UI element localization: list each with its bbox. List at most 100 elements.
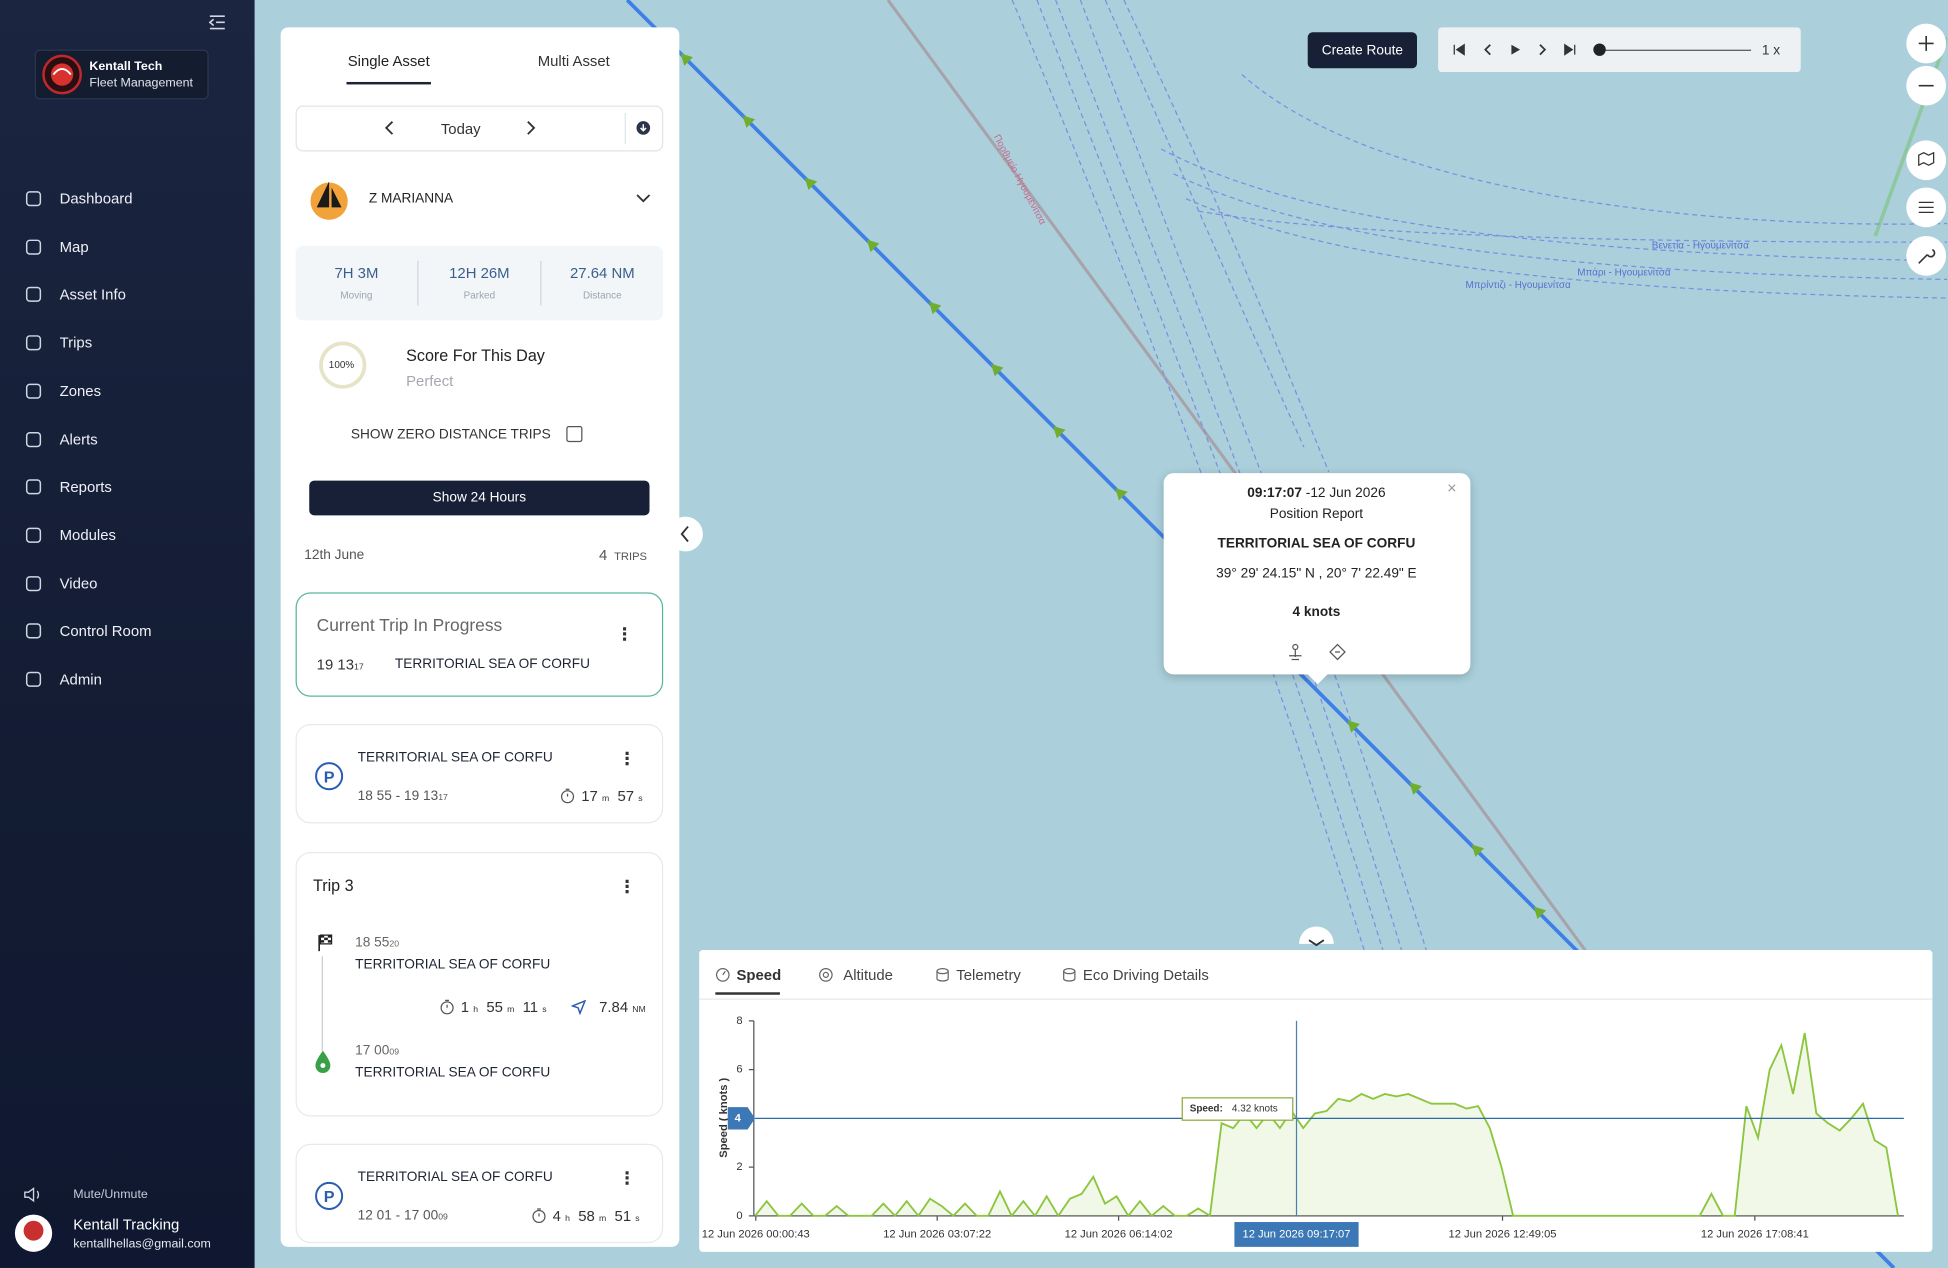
score-title: Score For This Day <box>406 345 545 365</box>
stat-value: 7H 3M <box>334 264 379 282</box>
kebab-menu[interactable]: ⋮ <box>615 624 634 644</box>
popup-actions[interactable] <box>1285 642 1350 662</box>
show-24-hours-button[interactable] <box>309 480 650 516</box>
avatar[interactable] <box>14 1213 54 1253</box>
logo <box>42 54 82 95</box>
d: 4 <box>552 1207 561 1225</box>
chart-tab-eco[interactable]: Eco Driving Details <box>1082 966 1209 984</box>
download-icon[interactable] <box>636 120 651 135</box>
speed-chart: Speed ( knots ) 0 2 4 6 8 12 Jun 2026 00:00:4… <box>702 1015 1904 1247</box>
chart-tab-telemetry[interactable]: Telemetry <box>956 966 1021 984</box>
menu-item[interactable]: Alerts <box>59 430 98 448</box>
tab-multi-asset[interactable]: Multi Asset <box>537 52 610 70</box>
collapse-chart-button[interactable] <box>1298 925 1335 952</box>
create-route-button[interactable] <box>1307 32 1418 69</box>
playback-speed[interactable]: 1 x <box>1761 43 1781 59</box>
collapse-menu-icon[interactable] <box>208 14 226 31</box>
trip-count: 4 <box>598 546 608 564</box>
distance: 7.84 NM <box>599 998 646 1015</box>
next-day[interactable] <box>524 120 536 135</box>
stop-card[interactable] <box>295 724 664 824</box>
time: 19 13 <box>316 655 354 674</box>
playback-slider[interactable] <box>1599 49 1752 51</box>
kebab-menu[interactable]: ⋮ <box>618 1168 636 1188</box>
mute-icon[interactable] <box>24 1186 44 1203</box>
stopwatch-icon <box>440 999 454 1015</box>
menu-item[interactable]: Modules <box>59 526 116 544</box>
prev-day[interactable] <box>384 120 396 135</box>
x-tick-label: 12 Jun 2026 17:08:41 <box>1701 1228 1809 1240</box>
date-label[interactable]: Today <box>440 120 481 138</box>
menu-icon <box>25 287 42 303</box>
u: h <box>473 1005 479 1015</box>
route-arrows <box>680 53 1547 920</box>
range: 12 01 - 17 00 <box>357 1208 439 1224</box>
parking-icon: P <box>315 762 344 791</box>
y-tick-label: 8 <box>736 1015 742 1027</box>
menu-item[interactable]: Control Room <box>59 622 152 640</box>
x-tick-label: 12 Jun 2026 03:07:22 <box>883 1228 991 1240</box>
current-trip-card[interactable] <box>295 592 664 697</box>
menu-icon <box>25 383 42 399</box>
score-ring <box>319 341 367 389</box>
duration: 4 h 58 m 51 s <box>553 1207 640 1224</box>
svg-text:P: P <box>324 768 335 786</box>
zero-distance-checkbox[interactable] <box>566 425 583 443</box>
stop-card[interactable] <box>295 1143 664 1244</box>
popup-type: Position Report <box>1269 506 1364 522</box>
menu-item[interactable]: Admin <box>59 670 102 689</box>
map-tools[interactable] <box>1904 21 1947 282</box>
menu-item[interactable]: Asset Info <box>59 286 126 304</box>
chart-tab-speed[interactable]: Speed <box>736 966 782 984</box>
map-label: Βενετία - Ηγουμενίτσα <box>1652 240 1749 251</box>
playback-buttons[interactable] <box>1448 40 1585 60</box>
trip-card[interactable] <box>295 851 664 1117</box>
menu-item[interactable]: Trips <box>59 334 93 352</box>
day-label: 12th June <box>304 547 365 563</box>
user-email: kentallhellas@gmail.com <box>73 1237 211 1252</box>
menu-item[interactable]: Zones <box>59 382 102 400</box>
create-route-text: Create Route <box>1321 43 1403 59</box>
menu-item[interactable]: Reports <box>59 478 112 496</box>
d: 58 <box>578 1207 595 1225</box>
u: s <box>638 794 643 804</box>
seconds: 17 <box>353 663 364 672</box>
mute-label[interactable]: Mute/Unmute <box>73 1187 148 1202</box>
reference-tag <box>727 1107 756 1130</box>
navigation-icon <box>571 999 587 1015</box>
asset-dropdown[interactable] <box>636 192 651 204</box>
stat-value: 27.64 NM <box>570 264 635 282</box>
menu-icon <box>25 191 42 207</box>
divider <box>417 260 419 306</box>
chart-tab-altitude[interactable]: Altitude <box>843 966 893 984</box>
duration: 1 h 55 m 11 s <box>461 998 547 1015</box>
menu-item[interactable]: Map <box>59 238 89 256</box>
menu-icon <box>25 623 42 639</box>
menu-item[interactable]: Dashboard <box>59 190 133 208</box>
trip-place: TERRITORIAL SEA OF CORFU <box>394 656 590 672</box>
start-time: 18 5520 <box>355 935 399 950</box>
popup-place: TERRITORIAL SEA OF CORFU <box>1217 536 1416 552</box>
menu-icon <box>25 431 42 447</box>
menu-item[interactable]: Video <box>59 574 98 592</box>
x-tick-label: 12 Jun 2026 06:14:02 <box>1065 1228 1173 1240</box>
stop-range: 18 55 - 19 1317 <box>358 789 448 804</box>
stat-label: Moving <box>340 289 373 302</box>
slider-knob[interactable] <box>1593 43 1606 56</box>
stat-value: 12H 26M <box>449 264 510 282</box>
logo-box[interactable]: Kentall Tech Fleet Management <box>34 49 209 100</box>
stop-range: 12 01 - 17 0009 <box>358 1208 448 1223</box>
asset-name[interactable]: Z MARIANNA <box>368 191 454 207</box>
duration: 17 m 57 s <box>581 787 642 804</box>
tab-single-asset[interactable]: Single Asset <box>347 52 430 70</box>
d: 17 <box>581 787 598 805</box>
kebab-menu[interactable]: ⋮ <box>618 748 636 769</box>
collapse-panel-button[interactable] <box>667 515 704 552</box>
date-picker <box>295 105 664 152</box>
popup-close[interactable]: × <box>1447 478 1457 498</box>
speed-line <box>754 1032 1899 1218</box>
kebab-menu[interactable]: ⋮ <box>618 876 636 897</box>
menu-icon <box>25 479 42 495</box>
